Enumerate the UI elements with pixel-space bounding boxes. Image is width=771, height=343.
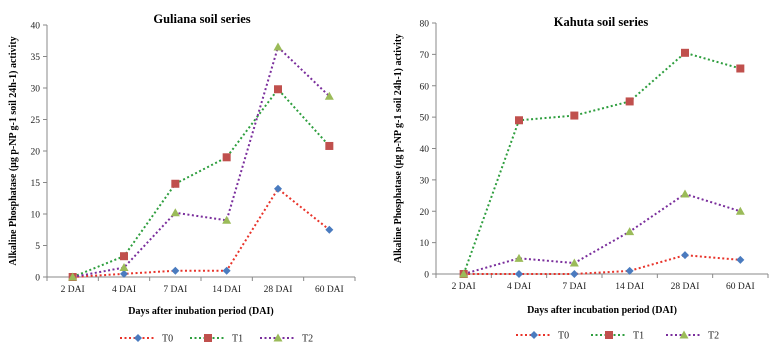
marker-t2-3 (222, 215, 232, 224)
marker-t2-legend (679, 330, 689, 339)
guliana-xtick-label-3: 14 DAI (212, 285, 241, 295)
guliana-ytick-label-3: 15 (31, 179, 41, 189)
guliana-ytick-label-8: 40 (31, 22, 41, 32)
marker-t0-4 (274, 184, 282, 193)
kahuta-y-axis-label: Alkaline Phosphatase (μg p-NP g-1 soil 2… (393, 34, 404, 263)
guliana-series-line-t2 (72, 45, 331, 278)
guliana-ytick-label-1: 5 (35, 242, 40, 252)
marker-t2-4 (680, 189, 690, 198)
marker-t1-5 (736, 64, 745, 73)
kahuta-series-line-t2 (463, 192, 741, 275)
guliana-xtick-label-4: 28 DAI (264, 285, 293, 295)
kahuta-ytick-label-6: 60 (420, 82, 430, 92)
marker-t2-4 (273, 42, 283, 51)
kahuta-ytick-label-0: 0 (424, 271, 429, 281)
kahuta-legend-label-t0: T0 (558, 331, 569, 342)
kahuta-ytick-label-5: 50 (420, 114, 430, 124)
marker-t1-3 (222, 153, 231, 162)
marker-t1-2 (570, 111, 579, 120)
guliana-ytick-label-2: 10 (31, 211, 41, 221)
marker-t1-1 (120, 252, 128, 261)
guliana-xtick-label-1: 4 DAI (112, 285, 136, 295)
chart-guliana-svg: Guliana soil series 0 5 10 15 20 25 30 35 40 2 DAI… (8, 12, 356, 343)
marker-t0-3 (222, 266, 231, 275)
guliana-xtick-label-2: 7 DAI (163, 285, 187, 295)
kahuta-ytick-label-1: 10 (420, 239, 430, 249)
guliana-xtick-label-5: 60 DAI (315, 285, 344, 295)
kahuta-ytick-label-4: 40 (420, 145, 430, 155)
guliana-ytick-label-5: 25 (31, 116, 41, 126)
marker-t0-5 (736, 255, 745, 264)
guliana-series-line-t1 (72, 87, 331, 278)
guliana-legend-label-t2: T2 (302, 334, 313, 343)
kahuta-xtick-label-4: 28 DAI (671, 282, 700, 292)
guliana-legend-label-t1: T1 (232, 334, 243, 343)
marker-t2-0 (68, 272, 78, 281)
kahuta-xtick-label-3: 14 DAI (615, 282, 644, 292)
marker-t1-4 (274, 85, 282, 94)
marker-t2-legend (273, 333, 283, 342)
marker-t0-2 (570, 270, 579, 278)
guliana-series-line-t0 (72, 187, 330, 278)
marker-t0-legend (530, 331, 538, 339)
marker-t1-3 (625, 97, 634, 106)
guliana-ytick-label-7: 35 (31, 53, 41, 63)
marker-t0-2 (171, 266, 180, 275)
marker-t1-1 (515, 116, 523, 125)
guliana-x-axis-label: Days after inubation period (DAI) (128, 306, 273, 317)
kahuta-xtick-label-1: 4 DAI (507, 282, 531, 292)
marker-t2-5 (324, 91, 334, 100)
guliana-ytick-label-4: 20 (31, 148, 41, 158)
marker-t0-5 (325, 225, 334, 234)
guliana-xtick-label-0: 2 DAI (61, 285, 85, 295)
kahuta-ytick-label-3: 30 (420, 176, 430, 186)
marker-t2-0 (459, 269, 469, 278)
marker-t0-3 (625, 266, 634, 275)
marker-t1-legend (605, 331, 613, 339)
kahuta-legend-label-t2: T2 (708, 331, 719, 342)
guliana-y-axis-label: Alkaline Phosphatase (μg p-NP g-1 soil 2… (8, 36, 19, 265)
kahuta-xtick-label-5: 60 DAI (726, 282, 755, 292)
marker-t2-1 (514, 253, 524, 262)
marker-t2-2 (170, 208, 180, 217)
marker-t0-4 (681, 251, 689, 260)
marker-t2-1 (119, 263, 129, 272)
guliana-ytick-label-6: 30 (31, 85, 41, 95)
marker-t1-2 (171, 179, 180, 188)
kahuta-series-line-t0 (463, 254, 741, 275)
kahuta-ytick-label-2: 20 (420, 208, 430, 218)
marker-t1-legend (204, 334, 212, 342)
marker-t2-3 (625, 227, 635, 236)
chart-guliana: Guliana soil series 0 5 10 15 20 25 30 35 40 2 DAI… (0, 0, 380, 343)
marker-t2-2 (569, 258, 579, 267)
kahuta-legend-label-t1: T1 (633, 331, 644, 342)
chart-kahuta-svg: Kahuta soil series 0 10 20 30 40 50 60 70 80 2 DAI… (393, 15, 769, 342)
guliana-legend-label-t0: T0 (162, 334, 173, 343)
guliana-ytick-label-0: 0 (35, 274, 40, 284)
marker-t1-4 (681, 48, 689, 57)
marker-t0-legend (134, 334, 142, 342)
marker-t1-5 (325, 141, 334, 150)
kahuta-series-line-t1 (462, 51, 741, 275)
kahuta-x-axis-label: Days after incubation period (DAI) (527, 305, 677, 316)
marker-t0-1 (515, 270, 523, 278)
kahuta-xtick-label-0: 2 DAI (452, 282, 476, 292)
marker-t0-1 (120, 269, 128, 278)
kahuta-ytick-label-7: 70 (420, 51, 430, 61)
chart-kahuta: Kahuta soil series 0 10 20 30 40 50 60 70 80 2 DAI… (386, 0, 771, 343)
guliana-title: Guliana soil series (153, 12, 250, 26)
kahuta-title: Kahuta soil series (554, 15, 649, 29)
kahuta-ytick-label-8: 80 (420, 20, 430, 30)
marker-t2-5 (735, 206, 745, 215)
kahuta-xtick-label-2: 7 DAI (562, 282, 586, 292)
